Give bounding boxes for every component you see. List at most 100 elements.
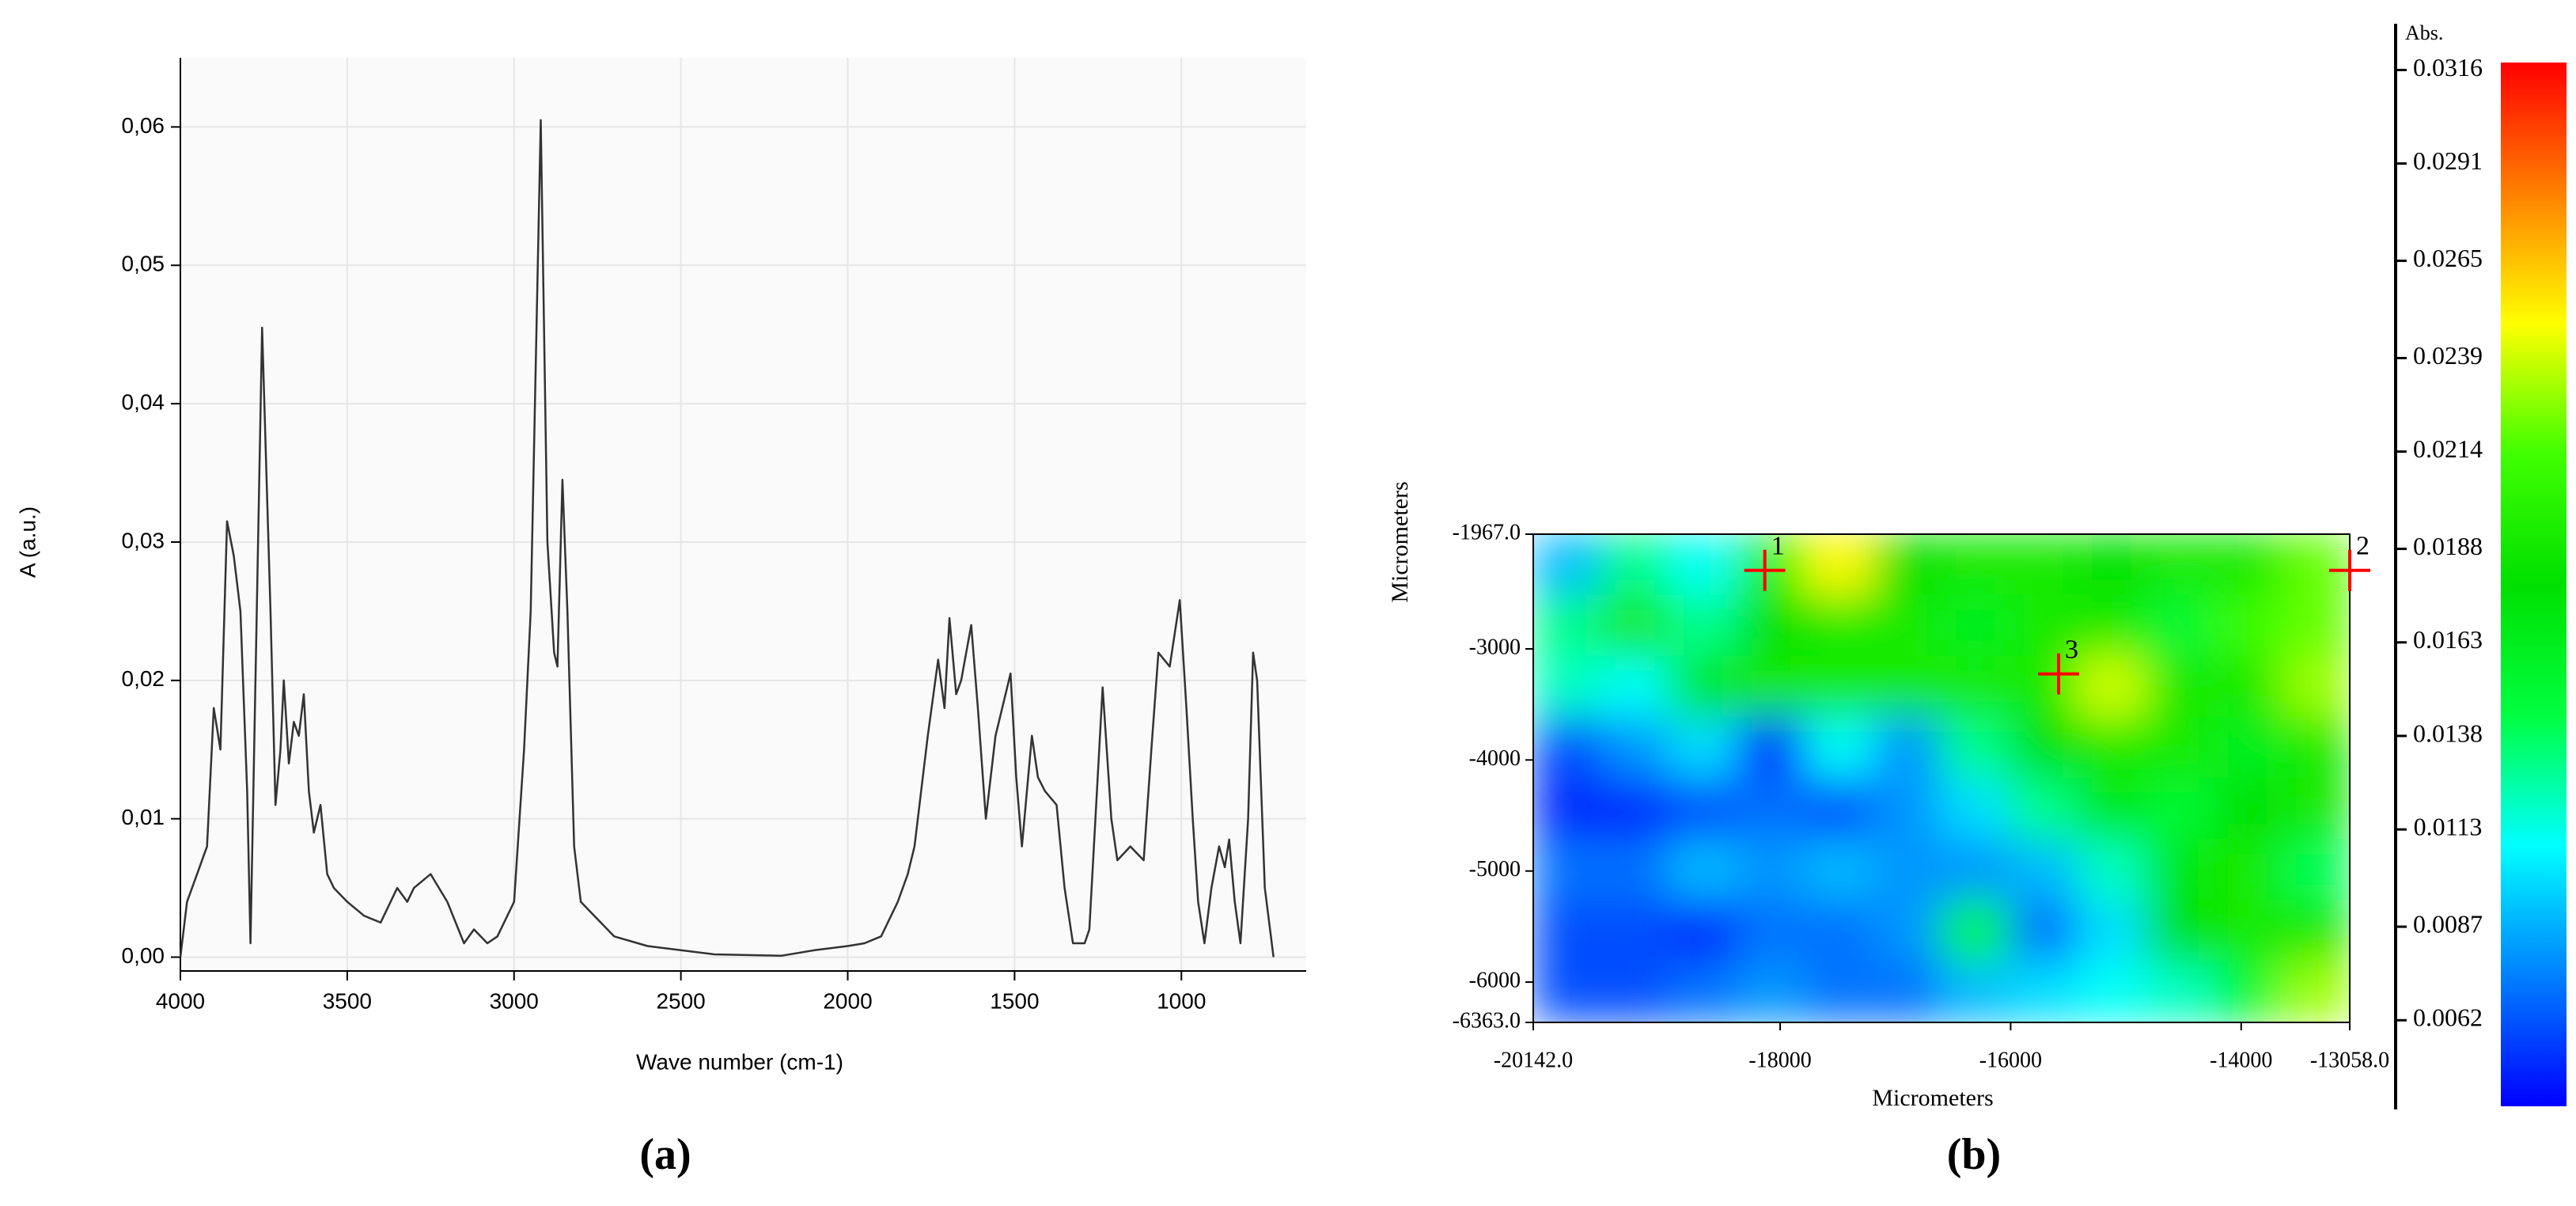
heatmap-cell <box>1737 900 1806 962</box>
heatmap-cell <box>2077 778 2146 840</box>
heatmap-cell <box>1873 594 1942 657</box>
heatmap-cell <box>2281 778 2350 840</box>
heatmap-cell <box>2281 961 2350 1022</box>
heatmap-cell <box>1941 594 2010 657</box>
y-tick-label: 0,02 <box>122 666 165 691</box>
x-tick-label: 4000 <box>156 988 205 1013</box>
heatmap-cell <box>1533 839 1602 901</box>
heatmap-cell <box>1533 961 1602 1022</box>
heatmap-cell <box>1805 534 1874 596</box>
x-tick-label: 3500 <box>323 988 372 1013</box>
x-tick-label: 2000 <box>823 988 872 1013</box>
heatmap-cell <box>2145 655 2214 718</box>
heatmap-cell <box>2077 594 2146 657</box>
heatmap-cell <box>1601 778 1670 840</box>
heatmap-cell <box>1601 534 1670 596</box>
heatmap-cell <box>1941 961 2010 1022</box>
heatmap-cell <box>2145 839 2214 901</box>
heatmap-cell <box>2009 839 2078 901</box>
point-label: 2 <box>2356 532 2370 561</box>
x-tick-label: 2500 <box>656 988 705 1013</box>
heatmap-cell <box>2145 716 2214 779</box>
y-tick-label: 0,04 <box>122 390 165 415</box>
y-tick-label: -6363.0 <box>1453 1008 1521 1033</box>
x-tick-label: -20142.0 <box>1494 1048 1573 1072</box>
heatmap-cell <box>1873 655 1942 718</box>
heatmap-cell <box>2213 900 2282 962</box>
heatmap-cell <box>2213 594 2282 657</box>
point-label: 1 <box>1771 532 1785 561</box>
heatmap-cell <box>2009 655 2078 718</box>
heatmap-cell <box>2145 594 2214 657</box>
heatmap-cell <box>1669 900 1738 962</box>
x-tick-label: -13058.0 <box>2310 1048 2389 1072</box>
heatmap-cell <box>1941 778 2010 840</box>
heatmap-cell <box>1737 961 1806 1022</box>
heatmap-cell <box>2281 594 2350 657</box>
x-tick-label: 1000 <box>1157 988 1206 1013</box>
heatmap-cell <box>1669 716 1738 779</box>
colorbar <box>2501 63 2567 1106</box>
x-tick-label: -16000 <box>1979 1048 2042 1072</box>
panel-label: (b) <box>1947 1130 2001 1179</box>
y-tick-label: 0,00 <box>122 943 165 968</box>
heatmap-cell <box>1873 961 1942 1022</box>
heatmap-cell <box>2213 839 2282 901</box>
colorbar-tick-label: 0.0316 <box>2413 53 2483 82</box>
heatmap-cell <box>2145 778 2214 840</box>
heatmap-cell <box>1601 716 1670 779</box>
heatmap-cell <box>2077 716 2146 779</box>
heatmap-cell <box>1669 961 1738 1022</box>
heatmap-cell <box>1601 900 1670 962</box>
heatmap-cell <box>1737 839 1806 901</box>
x-tick-label: -18000 <box>1748 1048 1811 1072</box>
heatmap-cell <box>2009 534 2078 596</box>
heatmap-cell <box>1873 716 1942 779</box>
panel-label: (a) <box>639 1130 691 1179</box>
colorbar-tick-label: 0.0062 <box>2413 1003 2483 1032</box>
colorbar-tick-label: 0.0163 <box>2413 625 2483 654</box>
heatmap-cell <box>1669 778 1738 840</box>
heatmap-cell <box>2009 594 2078 657</box>
heatmap-cell <box>2145 900 2214 962</box>
colorbar-tick-label: 0.0214 <box>2413 434 2483 463</box>
heatmap-cell <box>2009 716 2078 779</box>
heatmap-cell <box>1805 900 1874 962</box>
heatmap-cell <box>2145 534 2214 596</box>
heatmap-cell <box>2281 534 2350 596</box>
heatmap-cell <box>1533 900 1602 962</box>
heatmap-cell <box>1941 655 2010 718</box>
heatmap-cell <box>1941 839 2010 901</box>
colorbar-tick-label: 0.0087 <box>2413 909 2483 938</box>
heatmap-cell <box>1737 655 1806 718</box>
x-tick-label: 1500 <box>990 988 1039 1013</box>
y-tick-label: -1967.0 <box>1453 520 1521 544</box>
heatmap-cell <box>1941 900 2010 962</box>
point-label: 3 <box>2065 635 2078 664</box>
heatmap-cell <box>1601 655 1670 718</box>
plot-area <box>180 58 1306 971</box>
heatmap-frame <box>1532 533 2351 1023</box>
heatmap-cell <box>2077 655 2146 718</box>
y-axis-label: Micrometers <box>1387 481 1413 602</box>
heatmap-cell <box>1601 961 1670 1022</box>
x-tick-label: 3000 <box>490 988 539 1013</box>
heatmap-cell <box>1737 716 1806 779</box>
heatmap-cell <box>1737 534 1806 596</box>
heatmap-cell <box>2213 778 2282 840</box>
y-tick-label: 0,03 <box>122 528 165 552</box>
heatmap-cell <box>1805 778 1874 840</box>
heatmap-cell <box>1533 594 1602 657</box>
heatmap-cell <box>2281 655 2350 718</box>
heatmap-cell <box>1873 900 1942 962</box>
y-axis-label: A (a.u.) <box>15 506 40 578</box>
y-tick-label: 0,06 <box>122 113 165 138</box>
heatmap-cell <box>2281 900 2350 962</box>
colorbar-tick-label: 0.0239 <box>2413 341 2483 370</box>
colorbar-label: Abs. <box>2405 21 2443 44</box>
heatmap-cell <box>1533 716 1602 779</box>
heatmap-cell <box>1805 716 1874 779</box>
heatmap-cell <box>1873 534 1942 596</box>
heatmap-cell <box>1805 961 1874 1022</box>
